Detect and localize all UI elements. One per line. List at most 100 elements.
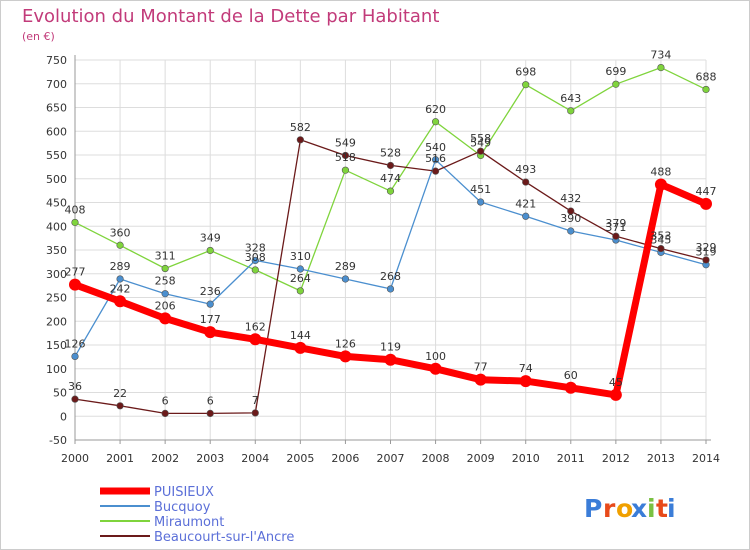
data-point (116, 275, 124, 283)
data-point (522, 81, 530, 89)
legend-label: Bucquoy (154, 500, 211, 515)
data-label: 6 (207, 394, 214, 407)
data-point (114, 295, 127, 308)
data-label: 447 (696, 185, 717, 198)
data-label: 6 (162, 394, 169, 407)
data-point (702, 85, 710, 94)
x-tick-label: 2003 (196, 452, 224, 465)
data-point (474, 373, 487, 386)
data-label: 126 (65, 337, 86, 350)
y-tick-label: 700 (46, 78, 67, 91)
x-tick-label: 2012 (602, 452, 630, 465)
logo-letter: r (603, 494, 616, 523)
data-point (386, 187, 395, 195)
data-point (251, 266, 259, 274)
data-label: 432 (560, 192, 581, 205)
data-label: 119 (380, 341, 401, 354)
data-point (71, 395, 79, 403)
data-label: 643 (560, 92, 581, 105)
data-label: 311 (155, 250, 176, 263)
data-point (431, 156, 440, 164)
data-point (71, 352, 79, 361)
logo-letter: P (584, 494, 602, 523)
data-point (159, 312, 172, 325)
data-label: 371 (605, 221, 626, 234)
data-label: 242 (110, 282, 131, 295)
data-label: 421 (515, 197, 536, 210)
x-tick-label: 2011 (557, 452, 585, 465)
x-tick-label: 2004 (241, 452, 269, 465)
data-label: 126 (335, 337, 356, 350)
data-point (206, 246, 214, 255)
data-point (341, 151, 350, 160)
data-point (116, 241, 124, 249)
data-point (294, 341, 307, 354)
data-point (251, 409, 259, 417)
logo-letter: x (631, 494, 647, 523)
data-point (522, 212, 530, 220)
x-tick-label: 2009 (467, 452, 495, 465)
data-point (386, 285, 395, 293)
data-point (702, 256, 710, 264)
data-point (654, 178, 667, 191)
legend-label: PUISIEUX (154, 485, 214, 500)
chart-subtitle: (en €) (22, 30, 55, 43)
data-label: 162 (245, 320, 266, 333)
data-point (431, 167, 440, 175)
data-label: 308 (245, 251, 266, 264)
data-label: 268 (380, 270, 401, 283)
data-point (564, 381, 577, 394)
data-label: 516 (425, 152, 446, 165)
data-label: 688 (696, 70, 717, 83)
data-point (71, 218, 79, 227)
y-tick-label: -50 (49, 434, 67, 447)
data-point (296, 287, 304, 295)
data-point (700, 197, 712, 210)
x-tick-label: 2007 (377, 452, 405, 465)
y-tick-label: 200 (46, 315, 67, 328)
data-point (612, 80, 620, 88)
data-point (204, 326, 217, 339)
legend-label: Beaucourt-sur-l'Ancre (154, 530, 294, 545)
grid (74, 59, 707, 441)
data-point (206, 300, 214, 308)
data-label: 177 (200, 313, 221, 326)
y-tick-label: 500 (46, 173, 67, 186)
y-tick-label: 50 (53, 387, 67, 400)
data-label: 518 (335, 151, 356, 164)
x-tick-label: 2001 (106, 452, 134, 465)
y-tick-label: 150 (46, 339, 67, 352)
data-label: 451 (470, 183, 491, 196)
series-points (69, 63, 712, 418)
x-tick-label: 2013 (647, 452, 675, 465)
data-label: 474 (380, 172, 401, 185)
data-label: 236 (200, 285, 221, 298)
data-label: 734 (650, 49, 671, 62)
data-label: 353 (650, 230, 671, 243)
data-label: 528 (380, 146, 401, 159)
data-label: 319 (696, 246, 717, 259)
data-labels: 408 360 311 349 308 264 518 474 620 549 698 643 699 7… (65, 49, 717, 408)
data-label: 620 (425, 103, 446, 116)
data-point (251, 256, 259, 265)
data-label: 488 (650, 165, 671, 178)
data-point (161, 264, 169, 273)
data-label: 329 (696, 241, 717, 254)
x-tick-label: 2008 (422, 452, 450, 465)
data-point (341, 275, 350, 283)
data-point (429, 362, 442, 375)
data-label: 264 (290, 272, 311, 285)
x-axis: 2000 2001 2002 2003 2004 2005 2006 2007 2008 2009… (61, 439, 720, 465)
data-label: 493 (515, 163, 536, 176)
data-label: 60 (564, 369, 578, 382)
y-tick-label: 550 (46, 149, 67, 162)
data-label: 45 (609, 376, 623, 389)
y-tick-label: 350 (46, 244, 67, 257)
data-label: 699 (605, 65, 626, 78)
data-label: 277 (65, 266, 86, 279)
data-point (612, 232, 620, 240)
data-point (116, 402, 124, 410)
data-point (431, 118, 440, 126)
data-point (206, 409, 214, 418)
y-tick-label: 300 (46, 268, 67, 281)
